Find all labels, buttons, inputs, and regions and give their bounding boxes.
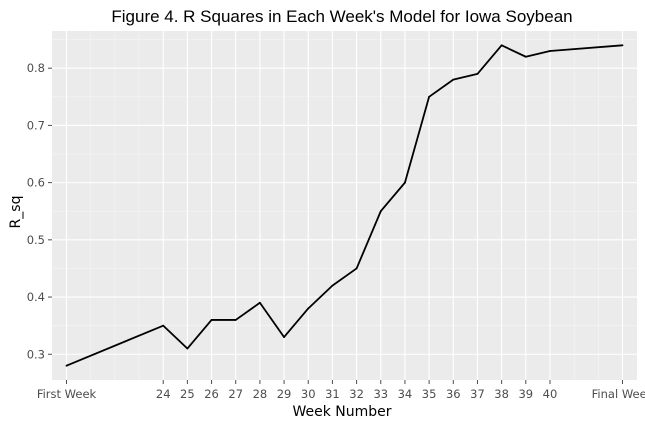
data-point: [331, 284, 334, 287]
x-tick-label: 39: [518, 387, 533, 401]
x-tick-label: 29: [277, 387, 292, 401]
y-tick-label: 0.5: [27, 233, 45, 247]
x-tick-label: 33: [373, 387, 388, 401]
x-tick-label: 38: [494, 387, 509, 401]
major-gridlines: [52, 31, 637, 380]
x-tick-label: 26: [204, 387, 219, 401]
data-point: [452, 78, 455, 81]
x-tick-label: 28: [253, 387, 268, 401]
data-point: [162, 324, 165, 327]
data-point: [379, 210, 382, 213]
y-tick-label: 0.3: [27, 347, 45, 361]
series-layer: [65, 44, 624, 367]
data-point: [476, 73, 479, 75]
x-tick-label: 30: [301, 387, 316, 401]
x-tick-label: First Week: [37, 387, 97, 401]
chart-title: Figure 4. R Squares in Each Week's Model…: [111, 7, 572, 26]
x-tick-label: 37: [470, 387, 485, 401]
x-tick-label: 24: [156, 387, 171, 401]
x-axis-title: Week Number: [292, 404, 391, 420]
data-point: [404, 181, 406, 184]
y-axis-title: R_sq: [8, 196, 24, 229]
x-tick-label: 27: [228, 387, 243, 401]
data-point: [186, 347, 189, 350]
y-tick-label: 0.8: [27, 61, 45, 75]
x-axis: First Week 24 25 26 27 28 29 30 31 32 33 34 35 36 37 38…: [37, 380, 645, 401]
x-tick-label: 35: [422, 387, 437, 401]
x-tick-label: Final Week: [592, 387, 645, 401]
x-tick-label: 40: [543, 387, 558, 401]
data-point: [428, 95, 431, 98]
data-point: [621, 44, 624, 47]
x-tick-label: 34: [398, 387, 413, 401]
x-tick-label: 36: [446, 387, 461, 401]
data-point: [234, 319, 237, 321]
plot-panel: [52, 31, 637, 380]
data-point: [524, 55, 527, 58]
y-axis: 0.3 0.4 0.5 0.6 0.7 0.8: [27, 61, 52, 361]
data-point: [283, 336, 285, 338]
y-tick-label: 0.4: [27, 290, 45, 304]
x-tick-label: 32: [349, 387, 364, 401]
x-tick-label: 31: [325, 387, 340, 401]
x-tick-label: 25: [180, 387, 195, 401]
data-point: [307, 307, 310, 310]
data-point: [355, 267, 358, 270]
data-point: [500, 44, 503, 47]
data-point: [210, 319, 213, 321]
data-point: [65, 364, 68, 367]
y-tick-label: 0.6: [27, 176, 45, 190]
data-point: [549, 50, 551, 52]
y-tick-label: 0.7: [27, 118, 45, 132]
data-point: [258, 301, 261, 304]
